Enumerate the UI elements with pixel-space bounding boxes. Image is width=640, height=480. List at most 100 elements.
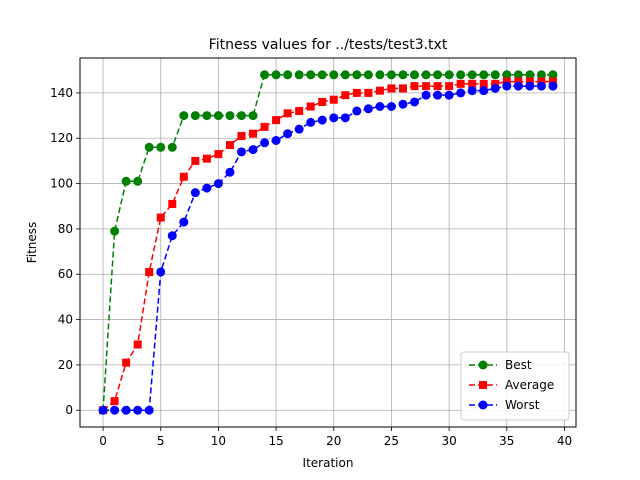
data-point-worst (213, 179, 223, 189)
x-tick-label: 20 (326, 434, 341, 448)
data-point-best (375, 70, 385, 80)
legend: Best Average Worst (460, 351, 570, 421)
data-point-worst (490, 83, 500, 93)
data-point-worst (133, 405, 143, 415)
legend-box (460, 351, 570, 421)
data-point-average (249, 129, 258, 138)
data-point-worst (248, 145, 258, 155)
x-tick-label: 5 (157, 434, 165, 448)
data-point-average (514, 77, 523, 86)
data-point-worst (317, 115, 327, 125)
data-point-best (467, 70, 477, 80)
data-point-worst (225, 167, 235, 177)
data-point-worst (110, 405, 120, 415)
legend-swatch-marker (478, 360, 488, 370)
y-tick-label: 0 (65, 403, 73, 417)
data-point-average (260, 122, 269, 131)
data-point-average (272, 116, 281, 125)
data-point-best (190, 111, 200, 121)
data-point-worst (444, 90, 454, 100)
data-point-average (202, 154, 211, 163)
x-tick-label: 35 (499, 434, 514, 448)
plot-area (98, 70, 558, 415)
data-point-worst (456, 88, 466, 98)
series-line-best (102, 74, 553, 411)
data-point-best (121, 176, 131, 186)
data-point-worst (386, 102, 396, 112)
data-point-best (225, 111, 235, 121)
legend-swatch-marker (479, 381, 487, 389)
data-point-best (363, 70, 373, 80)
data-point-average (329, 95, 338, 104)
legend-label: Best (505, 358, 532, 372)
data-point-worst (363, 104, 373, 114)
data-point-best (513, 70, 523, 80)
series-best (98, 70, 558, 415)
data-point-worst (144, 405, 154, 415)
data-point-average (341, 91, 350, 100)
data-point-average (375, 86, 384, 95)
y-tick-label: 140 (50, 86, 73, 100)
data-point-best (410, 70, 420, 80)
x-axis-label: Iteration (303, 456, 354, 470)
data-point-average (410, 82, 419, 91)
series-worst (98, 81, 558, 415)
data-point-worst (98, 405, 108, 415)
data-point-average (479, 79, 488, 88)
legend-entry-worst: Worst (469, 398, 540, 412)
data-point-worst (294, 124, 304, 134)
data-point-best (248, 111, 258, 121)
data-point-average (110, 397, 119, 406)
data-point-worst (467, 86, 477, 96)
data-point-average (214, 150, 223, 159)
data-point-worst (548, 81, 558, 91)
data-point-average (491, 79, 500, 88)
data-point-worst (525, 81, 535, 91)
data-point-worst (502, 81, 512, 91)
data-point-best (260, 70, 270, 80)
legend-label: Average (505, 378, 554, 392)
data-point-average (456, 79, 465, 88)
data-point-worst (306, 117, 316, 127)
data-point-best (202, 111, 212, 121)
chart-title: Fitness values for ../tests/test3.txt (209, 37, 448, 53)
data-point-worst (340, 113, 350, 123)
x-tick-label: 15 (268, 434, 283, 448)
data-point-best (490, 70, 500, 80)
data-point-best (110, 226, 120, 236)
data-point-worst (260, 138, 270, 148)
data-point-worst (433, 90, 443, 100)
x-tick-label: 30 (441, 434, 456, 448)
data-point-average (502, 77, 511, 86)
x-tick-label: 0 (99, 434, 107, 448)
legend-entry-best: Best (469, 358, 532, 372)
data-point-average (295, 107, 304, 116)
data-point-best (133, 176, 143, 186)
data-point-worst (283, 129, 293, 139)
x-tick-label: 10 (211, 434, 226, 448)
data-point-worst (121, 405, 131, 415)
y-axis-label: Fitness (25, 222, 39, 264)
data-point-average (364, 88, 373, 97)
data-point-worst (398, 99, 408, 109)
data-point-average (133, 340, 142, 349)
data-point-average (422, 82, 431, 91)
legend-label: Worst (505, 398, 540, 412)
data-point-best (283, 70, 293, 80)
y-tick-label: 100 (50, 177, 73, 191)
axis-ticks: 0 5 10 15 20 25 30 35 40 0 20 40 60 80 100 120 140 (50, 86, 572, 448)
data-point-worst (190, 188, 200, 198)
data-point-average (433, 82, 442, 91)
data-point-best (352, 70, 362, 80)
data-point-best (179, 111, 189, 121)
y-tick-label: 120 (50, 131, 73, 145)
data-point-average (191, 156, 200, 165)
data-point-average (283, 109, 292, 118)
data-point-worst (271, 136, 281, 146)
data-point-average (237, 131, 246, 140)
data-point-average (548, 77, 557, 86)
axes-frame (79, 57, 577, 428)
data-point-worst (202, 183, 212, 193)
